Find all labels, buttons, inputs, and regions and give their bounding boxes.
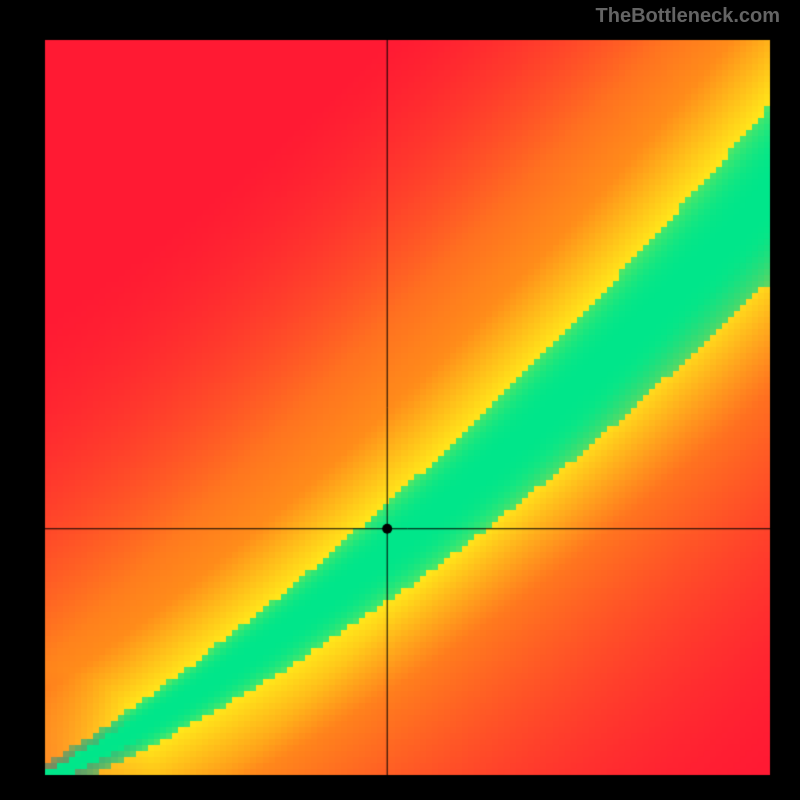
chart-container: TheBottleneck.com <box>0 0 800 800</box>
watermark-text: TheBottleneck.com <box>596 5 780 28</box>
heatmap-canvas <box>0 0 800 800</box>
